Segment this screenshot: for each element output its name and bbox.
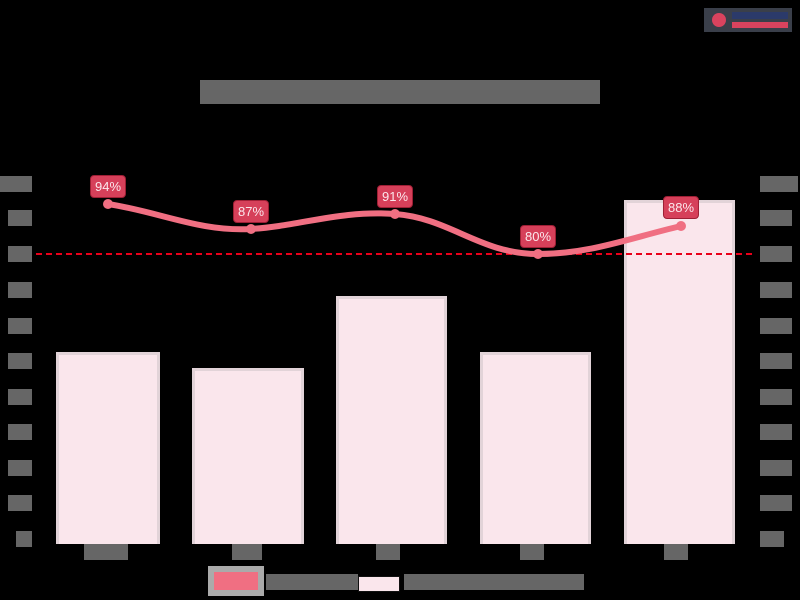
category-label: [664, 544, 688, 560]
right-tick-label: [760, 318, 792, 334]
right-tick-label: [760, 210, 792, 226]
left-tick-label: [16, 531, 32, 547]
right-tick-label: [760, 246, 792, 262]
right-tick-label: [760, 460, 792, 476]
left-tick-label: [8, 318, 32, 334]
data-label: 91%: [376, 185, 414, 208]
left-tick-label: [0, 176, 32, 192]
bar-3: [480, 352, 591, 544]
right-tick-label: [760, 495, 792, 511]
legend-bar-swatch[interactable]: [358, 576, 400, 592]
legend-label-bar[interactable]: [404, 574, 584, 590]
left-tick-label: [8, 246, 32, 262]
right-tick-label: [760, 176, 798, 192]
data-label: 80%: [519, 225, 557, 248]
left-tick-label: [8, 282, 32, 298]
legend-line-swatch[interactable]: [208, 566, 264, 596]
reference-line-80: [36, 253, 752, 255]
right-tick-label: [760, 531, 784, 547]
data-label: 94%: [89, 175, 127, 198]
left-tick-label: [8, 460, 32, 476]
category-label: [520, 544, 544, 560]
logo-mark-icon: [712, 13, 726, 27]
category-label: [232, 544, 262, 560]
legend: [208, 566, 588, 596]
legend-label-line[interactable]: [266, 574, 358, 590]
data-label: 88%: [662, 196, 700, 219]
bar-0: [56, 352, 160, 544]
category-label: [84, 544, 128, 560]
logo-text-bottom: [732, 22, 788, 28]
bar-1: [192, 368, 304, 544]
right-tick-label: [760, 353, 792, 369]
left-tick-label: [8, 389, 32, 405]
data-label: 87%: [232, 200, 270, 223]
logo-text-top: [732, 12, 788, 19]
left-tick-label: [8, 424, 32, 440]
right-tick-label: [760, 389, 792, 405]
left-tick-label: [8, 353, 32, 369]
category-label: [376, 544, 400, 560]
bar-2: [336, 296, 447, 544]
chart-title: [200, 80, 600, 104]
left-tick-label: [8, 495, 32, 511]
brand-logo: [704, 8, 792, 32]
left-tick-label: [8, 210, 32, 226]
right-tick-label: [760, 282, 792, 298]
right-tick-label: [760, 424, 792, 440]
